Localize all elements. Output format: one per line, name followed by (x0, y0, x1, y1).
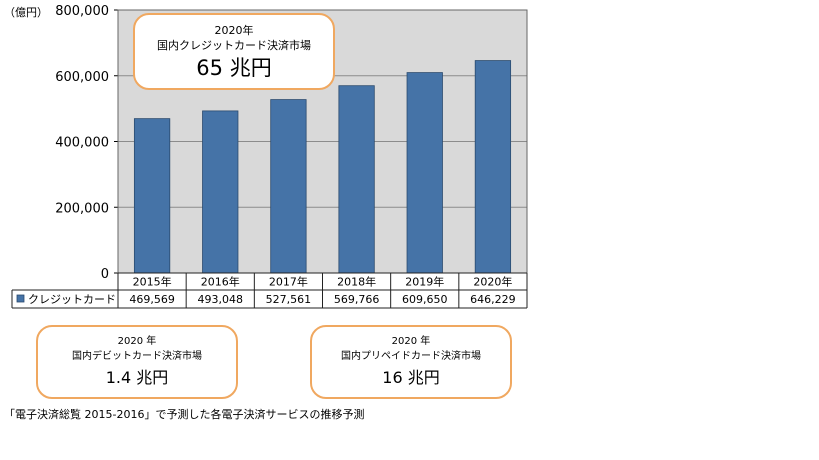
data-table-value: 527,561 (266, 293, 312, 306)
legend-swatch (16, 294, 25, 303)
x-category-label: 2017年 (269, 275, 308, 289)
callout-year: 2020 年 (391, 336, 431, 347)
callout-debit-card-market: 2020 年 国内デビットカード決済市場 1.4 兆円 (36, 325, 238, 399)
x-category-label: 2020年 (473, 275, 512, 289)
legend-series-name: クレジットカード (28, 293, 116, 306)
callout-prepaid-card-market: 2020 年 国内プリペイドカード決済市場 16 兆円 (310, 325, 512, 399)
bar (474, 60, 512, 274)
callout-credit-card-market: 2020年 国内クレジットカード決済市場 65 兆円 (133, 13, 335, 90)
callout-market-value: 65 兆円 (196, 56, 272, 80)
y-tick-label: 200,000 (55, 201, 109, 216)
callout-market-name: 国内デビットカード決済市場 (72, 351, 202, 362)
callout-market-name: 国内プリペイドカード決済市場 (341, 351, 481, 362)
x-category-label: 2015年 (133, 275, 172, 289)
bar (202, 110, 239, 274)
callout-year: 2020年 (214, 24, 254, 37)
data-table-value: 646,229 (470, 293, 516, 306)
bar (338, 85, 375, 274)
y-tick-label: 800,000 (55, 4, 109, 19)
data-table-value: 493,048 (198, 293, 244, 306)
callout-market-name: 国内クレジットカード決済市場 (157, 39, 311, 52)
x-category-label: 2018年 (337, 275, 376, 289)
y-tick-label: 400,000 (55, 136, 109, 151)
bar (270, 99, 307, 274)
data-table-value: 569,766 (334, 293, 380, 306)
bar (133, 118, 171, 274)
x-category-label: 2019年 (405, 275, 444, 289)
callout-market-value: 16 兆円 (382, 368, 440, 387)
x-category-label: 2016年 (201, 275, 240, 289)
data-table-value: 609,650 (402, 293, 448, 306)
y-unit-label: （億円） (4, 6, 48, 19)
y-tick-label: 600,000 (55, 70, 109, 85)
callout-year: 2020 年 (117, 336, 157, 347)
source-footnote: 「電子決済総覧 2015-2016」で予測した各電子決済サービスの推移予測 (4, 408, 365, 421)
bar (406, 72, 443, 274)
y-tick-label: 0 (101, 267, 109, 282)
data-table-value: 469,569 (129, 293, 175, 306)
callout-market-value: 1.4 兆円 (105, 368, 169, 387)
